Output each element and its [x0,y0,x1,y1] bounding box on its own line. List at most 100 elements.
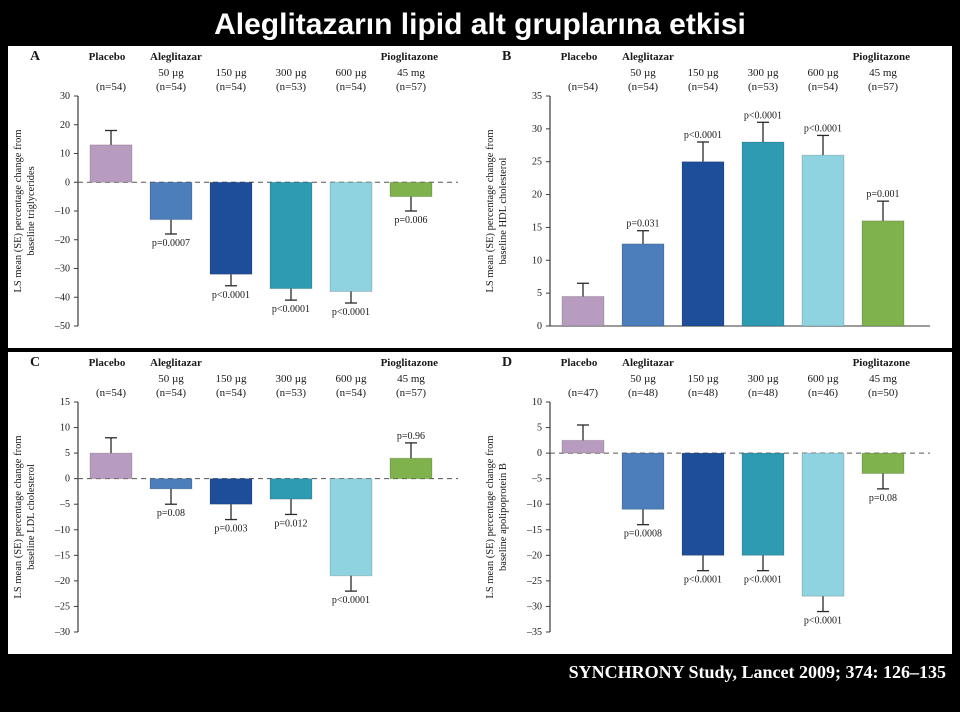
svg-text:5: 5 [537,288,542,299]
svg-text:–40: –40 [54,292,70,303]
svg-text:Placebo: Placebo [561,51,598,63]
svg-text:(n=57): (n=57) [396,81,426,93]
svg-text:–25: –25 [54,601,70,612]
svg-text:(n=54): (n=54) [808,81,838,93]
svg-text:p<0.0001: p<0.0001 [744,110,782,121]
svg-text:p<0.0001: p<0.0001 [684,575,722,586]
svg-text:–25: –25 [526,576,542,587]
svg-text:15: 15 [532,222,542,233]
svg-text:LS mean (SE) percentage change: LS mean (SE) percentage change frombasel… [485,130,509,293]
svg-text:50 µg: 50 µg [158,373,184,385]
svg-text:(n=54): (n=54) [156,387,186,399]
svg-text:–30: –30 [526,601,542,612]
svg-text:(n=57): (n=57) [396,387,426,399]
svg-text:LS mean (SE) percentage change: LS mean (SE) percentage change frombasel… [13,436,37,599]
panel-b: 05101520253035p=0.031p<0.0001p<0.0001p<0… [480,46,952,348]
svg-text:50 µg: 50 µg [158,67,184,79]
svg-text:Aleglitazar: Aleglitazar [150,357,202,369]
svg-text:20: 20 [60,120,70,131]
svg-text:p<0.0001: p<0.0001 [272,304,310,315]
svg-text:150 µg: 150 µg [687,373,719,385]
svg-text:10: 10 [532,255,542,266]
svg-text:–15: –15 [526,525,542,536]
svg-text:Aleglitazar: Aleglitazar [622,51,674,63]
svg-text:45 mg: 45 mg [869,373,897,385]
page-title: Aleglitazarın lipid alt gruplarına etkis… [0,0,960,46]
svg-text:–35: –35 [526,627,542,638]
chart-grid: –50–40–30–20–100102030p=0.0007p<0.0001p<… [8,46,952,348]
svg-text:–5: –5 [59,499,70,510]
svg-text:300 µg: 300 µg [747,373,779,385]
svg-text:0: 0 [537,321,542,332]
svg-text:10: 10 [60,149,70,160]
svg-text:(n=54): (n=54) [216,387,246,399]
svg-text:D: D [502,355,512,370]
panel-a: –50–40–30–20–100102030p=0.0007p<0.0001p<… [8,46,480,348]
svg-text:–5: –5 [531,474,542,485]
svg-text:Pioglitazone: Pioglitazone [853,357,911,369]
svg-text:–20: –20 [54,576,70,587]
svg-text:p<0.0001: p<0.0001 [804,616,842,627]
chart-grid-2: –30–25–20–15–10–5051015p=0.08p=0.003p=0.… [8,352,952,654]
svg-text:30: 30 [60,91,70,102]
svg-text:p<0.0001: p<0.0001 [332,307,370,318]
svg-text:25: 25 [532,157,542,168]
svg-text:p=0.96: p=0.96 [397,431,425,442]
svg-text:150 µg: 150 µg [215,373,247,385]
svg-text:(n=54): (n=54) [688,81,718,93]
svg-text:20: 20 [532,190,542,201]
svg-text:–30: –30 [54,264,70,275]
svg-text:50 µg: 50 µg [630,67,656,79]
svg-text:p=0.08: p=0.08 [869,493,897,504]
svg-text:p<0.0001: p<0.0001 [212,290,250,301]
svg-text:150 µg: 150 µg [215,67,247,79]
svg-text:p=0.08: p=0.08 [157,508,185,519]
svg-text:(n=57): (n=57) [868,81,898,93]
svg-text:10: 10 [60,423,70,434]
svg-text:5: 5 [65,448,70,459]
svg-text:LS mean (SE) percentage change: LS mean (SE) percentage change frombasel… [13,130,37,293]
svg-text:Pioglitazone: Pioglitazone [381,51,439,63]
svg-text:–20: –20 [54,235,70,246]
svg-text:(n=54): (n=54) [216,81,246,93]
svg-text:p=0.0008: p=0.0008 [624,529,662,540]
svg-text:15: 15 [60,397,70,408]
svg-text:Pioglitazone: Pioglitazone [853,51,911,63]
svg-text:150 µg: 150 µg [687,67,719,79]
svg-text:0: 0 [65,474,70,485]
svg-text:Aleglitazar: Aleglitazar [622,357,674,369]
svg-text:–10: –10 [54,525,70,536]
svg-text:600 µg: 600 µg [335,373,367,385]
svg-text:p<0.0001: p<0.0001 [804,123,842,134]
svg-text:Pioglitazone: Pioglitazone [381,357,439,369]
svg-text:p<0.0001: p<0.0001 [684,130,722,141]
svg-text:(n=54): (n=54) [96,81,126,93]
svg-text:(n=48): (n=48) [688,387,718,399]
svg-text:p=0.012: p=0.012 [274,518,307,529]
svg-text:600 µg: 600 µg [335,67,367,79]
svg-text:p<0.0001: p<0.0001 [744,575,782,586]
svg-text:(n=54): (n=54) [156,81,186,93]
svg-text:(n=50): (n=50) [868,387,898,399]
svg-text:10: 10 [532,397,542,408]
svg-text:(n=47): (n=47) [568,387,598,399]
svg-text:(n=53): (n=53) [276,81,306,93]
citation: SYNCHRONY Study, Lancet 2009; 374: 126–1… [0,658,960,683]
svg-text:45 mg: 45 mg [869,67,897,79]
svg-text:600 µg: 600 µg [807,67,839,79]
svg-text:45 mg: 45 mg [397,373,425,385]
svg-text:(n=46): (n=46) [808,387,838,399]
svg-text:35: 35 [532,91,542,102]
svg-text:Placebo: Placebo [561,357,598,369]
svg-text:600 µg: 600 µg [807,373,839,385]
svg-text:A: A [30,49,41,64]
svg-text:p=0.031: p=0.031 [626,219,659,230]
svg-text:5: 5 [537,423,542,434]
svg-text:p=0.006: p=0.006 [394,215,427,226]
svg-text:(n=53): (n=53) [276,387,306,399]
svg-text:p=0.0007: p=0.0007 [152,238,190,249]
svg-text:50 µg: 50 µg [630,373,656,385]
svg-text:(n=48): (n=48) [628,387,658,399]
panel-c: –30–25–20–15–10–5051015p=0.08p=0.003p=0.… [8,352,480,654]
svg-text:p<0.0001: p<0.0001 [332,595,370,606]
